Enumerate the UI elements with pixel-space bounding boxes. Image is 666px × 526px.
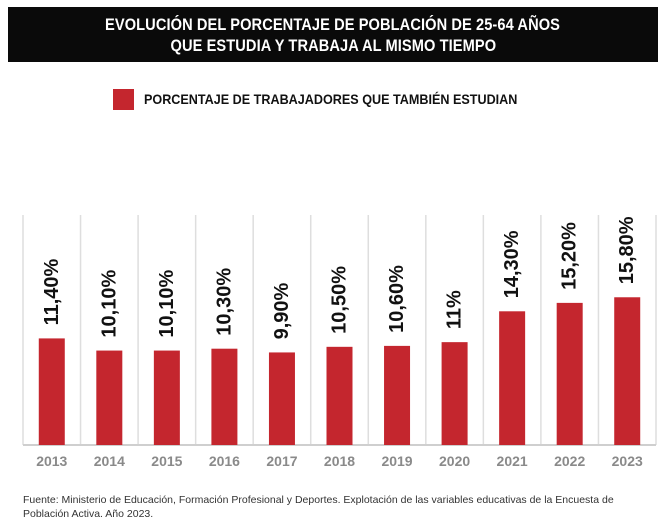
bar (384, 345, 411, 445)
data-label: 10,10% (98, 270, 120, 338)
bar (614, 297, 641, 445)
x-tick-label: 2017 (266, 453, 297, 469)
bar (153, 350, 180, 445)
x-tick-label: 2020 (439, 453, 470, 469)
data-label: 10,60% (386, 265, 408, 333)
x-tick-label: 2013 (36, 453, 67, 469)
data-label: 11% (444, 290, 466, 329)
x-tick-label: 2018 (324, 453, 355, 469)
legend-label: PORCENTAJE DE TRABAJADORES QUE TAMBIÉN E… (144, 91, 518, 107)
data-label: 14,30% (501, 230, 523, 298)
x-tick-label: 2023 (612, 453, 643, 469)
chart-title-band: EVOLUCIÓN DEL PORCENTAJE DE POBLACIÓN DE… (8, 7, 658, 62)
data-label: 11,40% (41, 258, 63, 325)
data-label: 10,50% (329, 266, 351, 334)
x-tick-label: 2022 (554, 453, 585, 469)
bar (499, 311, 526, 445)
bar (441, 342, 468, 445)
x-tick-label: 2014 (94, 453, 125, 469)
chart-title-line-1: EVOLUCIÓN DEL PORCENTAJE DE POBLACIÓN DE… (105, 14, 561, 34)
data-label: 9,90% (271, 283, 293, 340)
chart-title-line-2: QUE ESTUDIA Y TRABAJA AL MISMO TIEMPO (170, 35, 496, 55)
bar (556, 302, 583, 445)
data-label: 15,80% (616, 216, 638, 284)
data-label: 15,20% (559, 222, 581, 290)
bar (38, 338, 65, 445)
x-tick-label: 2015 (151, 453, 182, 469)
data-label: 10,30% (213, 268, 235, 336)
source-note: Fuente: Ministerio de Educación, Formaci… (23, 494, 614, 520)
data-label: 10,10% (156, 270, 178, 338)
bar (326, 346, 353, 445)
x-tick-label: 2016 (209, 453, 240, 469)
bar (211, 348, 238, 445)
legend-swatch (113, 88, 134, 110)
x-tick-label: 2021 (497, 453, 528, 469)
legend: PORCENTAJE DE TRABAJADORES QUE TAMBIÉN E… (113, 87, 559, 111)
x-tick-label: 2019 (381, 453, 412, 469)
bar (96, 350, 123, 445)
bar (268, 352, 295, 445)
